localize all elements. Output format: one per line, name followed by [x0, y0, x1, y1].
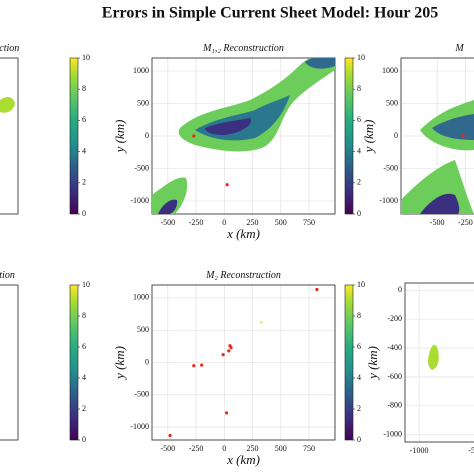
colorbar-label: 10: [82, 53, 90, 62]
x-tick-label: 0: [222, 444, 226, 453]
x-tick-label: 250: [247, 444, 259, 453]
colorbar-label: 2: [357, 404, 361, 413]
y-tick-label: 1000: [133, 66, 149, 75]
point: [224, 411, 229, 415]
y-tick-label: 1000: [133, 293, 149, 302]
colorbar-label: 8: [357, 84, 361, 93]
point: [221, 353, 225, 357]
x-axis-label: x (km): [226, 452, 260, 467]
x-tick-label: -500: [468, 446, 474, 455]
y-tick-label: -600: [387, 372, 402, 381]
colorbar-label: 0: [357, 435, 361, 444]
x-tick-label: 750: [303, 218, 315, 227]
y-axis-label: y (km): [365, 346, 380, 381]
x-tick-label: -500: [430, 218, 445, 227]
y-tick-label: -500: [134, 163, 149, 172]
y-tick-label: 0: [145, 357, 149, 366]
x-tick-label: 500: [275, 444, 287, 453]
colorbar-label: 6: [357, 342, 361, 351]
point: [228, 344, 232, 348]
y-axis-label: y (km): [112, 120, 127, 155]
colorbar-label: 4: [357, 373, 361, 382]
y-tick-label: 500: [386, 98, 398, 107]
y-tick-label: 0: [145, 131, 149, 140]
colorbar-label: 4: [82, 373, 86, 382]
point: [227, 349, 231, 353]
plot-frame: [151, 284, 336, 441]
x-axis-label: x (km): [226, 226, 260, 241]
y-tick-label: -200: [387, 314, 402, 323]
plot-area: [0, 285, 18, 440]
colorbar-label: 8: [357, 311, 361, 320]
y-tick-label: 500: [137, 98, 149, 107]
colorbar-label: 10: [357, 53, 365, 62]
panel-title: nstruction: [0, 43, 19, 54]
colorbar-label: 10: [357, 280, 365, 289]
colorbar-label: 0: [357, 209, 361, 218]
colorbar: [344, 284, 354, 441]
y-tick-label: -500: [383, 163, 398, 172]
x-tick-label: -250: [189, 218, 204, 227]
plot-area: [0, 58, 18, 214]
y-tick-label: 0: [394, 131, 398, 140]
plot-frame: [400, 57, 474, 215]
x-tick-label: -500: [160, 218, 175, 227]
x-tick-label: 0: [222, 218, 226, 227]
plot-frame: [0, 57, 19, 215]
y-tick-label: -1000: [130, 196, 149, 205]
y-tick-label: -1000: [130, 422, 149, 431]
colorbar-label: 0: [82, 209, 86, 218]
colorbar-label: 2: [357, 178, 361, 187]
y-tick-label: 0: [398, 285, 402, 294]
x-tick-label: 500: [275, 218, 287, 227]
y-tick-label: -500: [134, 390, 149, 399]
x-tick-label: -250: [458, 218, 473, 227]
x-tick-label: -500: [160, 444, 175, 453]
y-tick-label: 1000: [382, 66, 398, 75]
colorbar-label: 2: [82, 178, 86, 187]
colorbar-label: 8: [82, 84, 86, 93]
figure-title: Errors in Simple Current Sheet Model: Ho…: [102, 5, 438, 22]
contour-fill: [0, 58, 474, 370]
y-axis-label: y (km): [112, 346, 127, 381]
panel-title: M₂ Reconstruction: [205, 270, 281, 281]
y-tick-label: -1000: [383, 430, 402, 439]
point: [192, 134, 196, 138]
colorbar-label: 0: [82, 435, 86, 444]
x-tick-label: 250: [247, 218, 259, 227]
y-axis-label: y (km): [361, 120, 376, 155]
y-tick-label: -1000: [379, 196, 398, 205]
colorbar: [69, 284, 79, 441]
plot-area: [405, 283, 474, 442]
colorbar-label: 6: [82, 115, 86, 124]
colorbar: [69, 57, 79, 215]
point: [461, 134, 465, 138]
plot-frame: [151, 57, 336, 215]
point: [225, 183, 229, 187]
colorbar-label: 8: [82, 311, 86, 320]
plot-frame: [404, 282, 474, 443]
y-tick-label: 500: [137, 325, 149, 334]
y-tick-label: -400: [387, 343, 402, 352]
colorbar-label: 6: [82, 342, 86, 351]
colorbar-label: 6: [357, 115, 361, 124]
point: [192, 364, 196, 368]
point: [200, 363, 204, 367]
x-tick-label: -250: [189, 444, 204, 453]
panel-title: truction: [0, 270, 15, 281]
colorbar: [344, 57, 354, 215]
plot-frame: [0, 284, 19, 441]
point: [315, 287, 319, 292]
colorbar-label: 2: [82, 404, 86, 413]
point: [168, 433, 172, 438]
y-tick-label: -800: [387, 401, 402, 410]
x-tick-label: 750: [303, 444, 315, 453]
colorbar-label: 10: [82, 280, 90, 289]
panel-title: M₁,₂ Reconstruction: [202, 43, 284, 54]
colorbar-label: 4: [82, 146, 86, 155]
panel-title: M: [454, 43, 464, 54]
colorbar-label: 4: [357, 146, 361, 155]
x-tick-label: -1000: [410, 446, 429, 455]
